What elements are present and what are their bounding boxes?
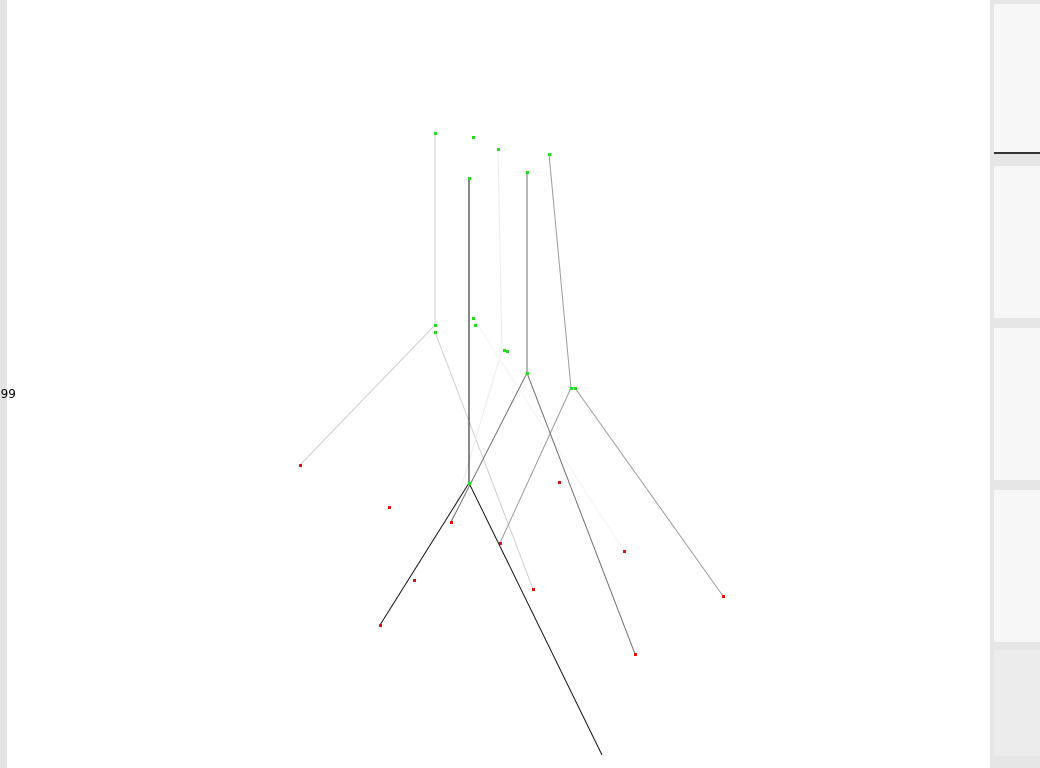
branch (499, 153, 724, 597)
node (526, 372, 529, 375)
node (434, 331, 437, 334)
node (472, 317, 475, 320)
node (503, 349, 506, 352)
leaf (623, 550, 626, 553)
node (468, 177, 471, 180)
tile[interactable] (994, 490, 1040, 642)
node (474, 324, 477, 327)
node (468, 482, 471, 485)
branch (299, 133, 534, 590)
leaf (299, 464, 302, 467)
red-nodes (299, 464, 725, 656)
green-nodes (434, 132, 577, 485)
leaf (450, 521, 453, 524)
node (548, 153, 551, 156)
tile[interactable] (994, 328, 1040, 480)
leaf (499, 542, 502, 545)
tile[interactable] (994, 4, 1040, 152)
tile[interactable] (994, 166, 1040, 318)
branch (472, 317, 625, 552)
leaf (634, 653, 637, 656)
leaf (388, 506, 391, 509)
branch (450, 172, 636, 655)
node (506, 350, 509, 353)
tile[interactable] (994, 650, 1040, 756)
node (497, 148, 500, 151)
branch (450, 148, 503, 523)
node (574, 387, 577, 390)
leaf (722, 595, 725, 598)
node (434, 324, 437, 327)
side-panel (990, 0, 1040, 768)
side-label: 399 (0, 387, 16, 401)
node (570, 387, 573, 390)
leaf (413, 579, 416, 582)
leaf (379, 624, 382, 627)
node (434, 132, 437, 135)
left-edge (0, 0, 7, 768)
leaf (558, 481, 561, 484)
leaf (532, 588, 535, 591)
node (472, 136, 475, 139)
node (526, 171, 529, 174)
tree-lines (299, 133, 724, 756)
